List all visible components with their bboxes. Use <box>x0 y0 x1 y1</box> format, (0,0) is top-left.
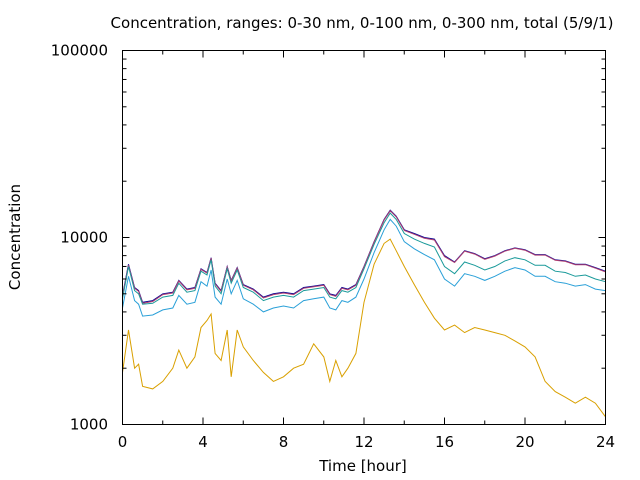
x-tick-label: 16 <box>435 433 454 451</box>
plot-lines <box>122 209 606 418</box>
x-tick-label: 12 <box>354 433 373 451</box>
x-axis-label: Time [hour] <box>318 457 407 475</box>
series-line-5 <box>122 238 606 418</box>
y-tick-label: 100000 <box>51 42 108 60</box>
series-line-3 <box>122 212 606 305</box>
x-tick-label: 4 <box>198 433 208 451</box>
series-line-2 <box>122 210 606 304</box>
chart-title: Concentration, ranges: 0-30 nm, 0-100 nm… <box>111 14 614 32</box>
y-tick-labels: 1000 10000 100000 <box>51 42 108 434</box>
x-tick-labels: 0 4 8 12 16 20 24 <box>118 433 615 451</box>
x-tick-label: 0 <box>118 433 128 451</box>
x-tick-label: 8 <box>279 433 289 451</box>
series-line-4 <box>122 218 606 317</box>
plot-frame <box>122 50 606 425</box>
y-tick-label: 10000 <box>60 229 108 247</box>
axis-ticks <box>122 50 606 425</box>
x-tick-label: 20 <box>515 433 534 451</box>
x-tick-label: 24 <box>596 433 615 451</box>
y-tick-label: 1000 <box>70 416 108 434</box>
y-axis-label: Concentration <box>6 184 24 290</box>
